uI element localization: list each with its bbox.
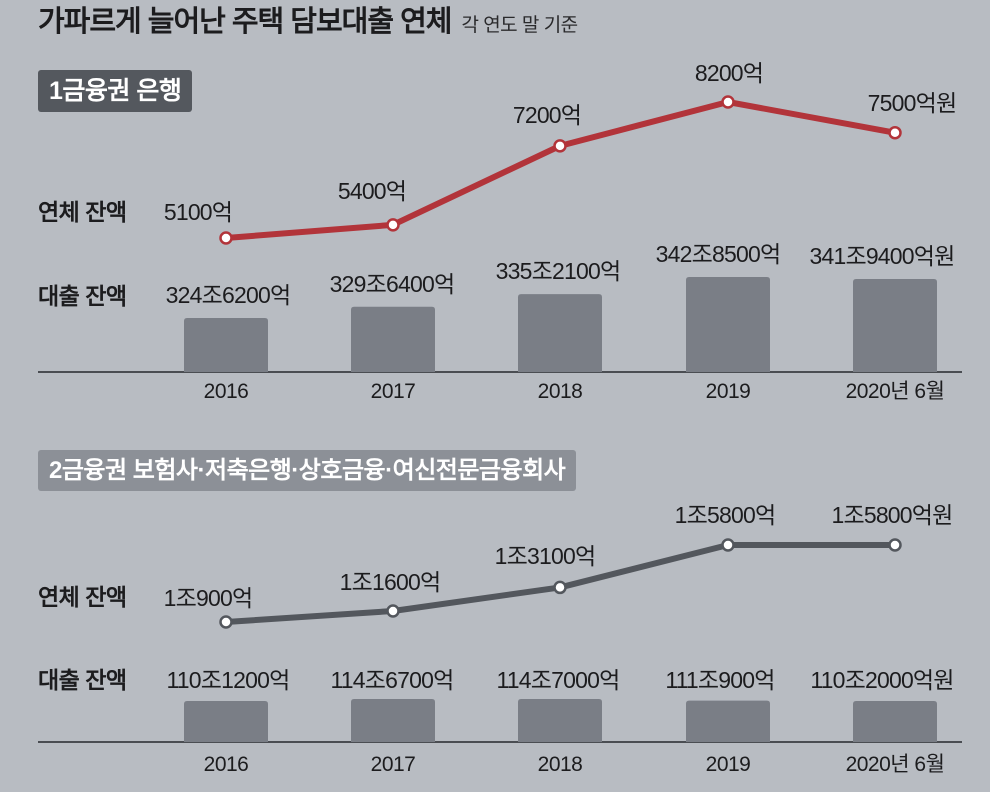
bank-x-tick-label: 2020년 6월 (845, 380, 945, 403)
nonbank-loan-value-label: 114조6700억 (330, 667, 455, 693)
nonbank-delinquency-value-label: 1조5800억 (674, 502, 776, 528)
nonbank-loan-value-label: 110조2000억원 (810, 667, 954, 693)
bank-loan-value-label: 341조9400억원 (809, 243, 955, 270)
nonbank-x-tick-label: 2016 (203, 753, 249, 776)
nonbank-delinquency-value-label: 1조1600억 (339, 569, 441, 595)
bank-loan-balance-bar (686, 277, 770, 372)
nonbank-x-tick-label: 2018 (537, 753, 583, 776)
nonbank-loan-balance-bar (184, 701, 268, 742)
nonbank-delinquency-value-label: 1조3100억 (494, 543, 596, 570)
nonbank-loan-balance-bar (853, 700, 937, 742)
nonbank-delinquency-value-label: 1조900억 (163, 585, 253, 611)
bank-delinquency-point (888, 125, 902, 140)
nonbank-loan-balance-bar (351, 699, 435, 742)
nonbank-delinquency-point (888, 538, 902, 552)
bank-delinquency-value-label: 7500억원 (867, 89, 957, 116)
nonbank-x-tick-label: 2019 (705, 753, 751, 776)
nonbank-delinquency-point (721, 538, 735, 552)
nonbank-delinquency-point (219, 615, 233, 629)
nonbank-loan-row-label: 대출 잔액 (38, 667, 127, 693)
nonbank-loan-value-label: 110조1200억 (166, 667, 291, 693)
bank-delinquency-value-label: 5400억 (337, 177, 407, 204)
bank-delinquency-row-label: 연체 잔액 (38, 199, 127, 225)
bank-section-label: 1금융권 은행 (38, 70, 193, 112)
bank-loan-row-label: 대출 잔액 (38, 283, 127, 309)
page-title: 가파르게 늘어난 주택 담보대출 연체 (38, 6, 452, 38)
bank-x-tick-label: 2019 (705, 380, 751, 403)
bank-delinquency-point (219, 231, 233, 245)
bank-loan-value-label: 335조2100억 (495, 258, 621, 285)
bank-loan-balance-bar (351, 306, 435, 372)
nonbank-loan-balance-bar (686, 700, 770, 742)
bank-delinquency-point (721, 95, 735, 109)
nonbank-loan-value-label: 111조900억 (665, 667, 775, 693)
nonbank-section-label: 2금융권 보험사·저축은행·상호금융·여신전문금융회사 (38, 450, 577, 491)
nonbank-delinquency-value-label: 1조5800억원 (831, 502, 953, 528)
bank-loan-value-label: 342조8500억 (655, 241, 781, 267)
bank-delinquency-point (553, 139, 567, 153)
nonbank-delinquency-row-label: 연체 잔액 (38, 584, 127, 610)
nonbank-loan-value-label: 114조7000억 (496, 667, 621, 693)
nonbank-loan-balance-bar (518, 699, 602, 742)
bank-delinquency-value-label: 7200억 (512, 101, 582, 128)
bank-delinquency-point (386, 218, 400, 232)
bank-x-tick-label: 2016 (203, 380, 249, 403)
nonbank-delinquency-point (553, 580, 567, 595)
page-subtitle: 각 연도 말 기준 (461, 15, 578, 36)
bank-loan-value-label: 324조6200억 (165, 282, 291, 308)
header: 가파르게 늘어난 주택 담보대출 연체 각 연도 말 기준 (38, 4, 578, 40)
bank-delinquency-value-label: 8200억 (694, 60, 764, 86)
nonbank-x-tick-label: 2020년 6월 (845, 753, 945, 776)
bank-x-tick-label: 2017 (370, 380, 416, 403)
nonbank-x-tick-label: 2017 (370, 753, 416, 776)
bank-loan-value-label: 329조6400억 (329, 270, 455, 297)
bank-loan-balance-bar (518, 294, 602, 372)
bank-loan-balance-bar (184, 318, 268, 372)
nonbank-delinquency-point (386, 604, 400, 618)
bank-delinquency-value-label: 5100억 (163, 199, 233, 225)
bank-loan-balance-bar (853, 279, 937, 372)
bank-x-tick-label: 2018 (537, 380, 583, 403)
